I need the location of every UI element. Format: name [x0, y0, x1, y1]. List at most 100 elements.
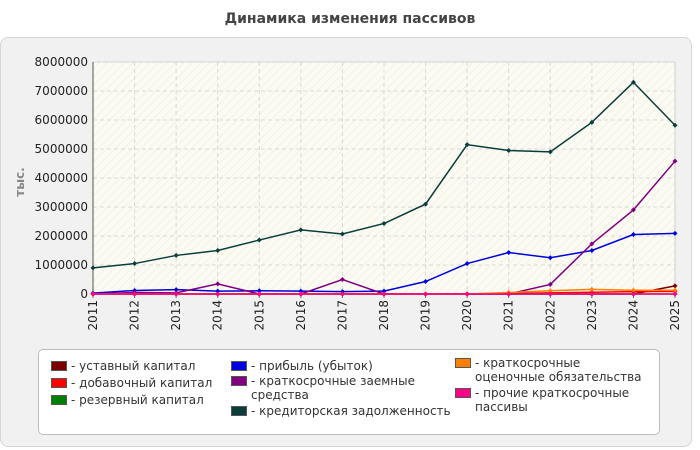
data-point	[630, 291, 636, 297]
legend-swatch	[231, 376, 247, 386]
legend-label: - уставный капитал	[71, 359, 196, 373]
x-tick-label: 2018	[377, 300, 391, 331]
data-point	[589, 291, 595, 297]
data-point	[339, 291, 345, 297]
data-point	[381, 221, 387, 227]
data-point	[173, 291, 179, 297]
y-tick-label: 3000000	[35, 200, 88, 214]
data-point	[173, 252, 179, 258]
data-point	[256, 291, 262, 297]
data-point	[589, 119, 595, 125]
y-tick-label: 6000000	[35, 113, 88, 127]
x-tick-label: 2014	[211, 300, 225, 331]
legend-swatch	[455, 388, 471, 398]
data-point	[90, 265, 96, 271]
y-tick-label: 5000000	[35, 142, 88, 156]
x-tick-label: 2024	[626, 300, 640, 331]
x-tick-label: 2021	[502, 300, 516, 331]
data-point	[506, 250, 512, 256]
legend-label: - кредиторская задолженность	[251, 404, 451, 418]
legend-label: - прочие краткосрочные пассивы	[475, 386, 630, 414]
data-point	[464, 291, 470, 297]
legend-label: - краткосрочные заемные средства	[251, 374, 415, 402]
data-point	[423, 291, 429, 297]
data-point	[215, 291, 221, 297]
data-point	[672, 283, 678, 289]
data-point	[630, 232, 636, 238]
data-point	[215, 248, 221, 253]
data-point	[547, 291, 553, 297]
data-point	[672, 122, 678, 128]
data-point	[298, 227, 304, 233]
data-point	[215, 281, 221, 287]
legend-swatch	[231, 406, 247, 416]
series-5	[90, 79, 678, 271]
series-layer	[90, 79, 678, 297]
x-tick-label: 2022	[543, 300, 557, 331]
legend-label: - краткосрочные оценочные обязательства	[475, 356, 642, 384]
data-point	[423, 279, 429, 285]
data-point	[547, 288, 553, 294]
data-point	[589, 286, 595, 292]
data-point	[90, 291, 96, 297]
legend: - уставный капитал - добавочный капитал …	[38, 349, 660, 435]
data-point	[298, 288, 304, 294]
legend-label: - прибыль (убыток)	[251, 359, 373, 373]
data-point	[381, 288, 387, 294]
data-point	[672, 158, 678, 164]
x-tick-label: 2019	[419, 300, 433, 331]
data-point	[298, 291, 304, 297]
y-tick-label: 0	[80, 287, 88, 301]
grid-lines	[93, 61, 675, 294]
data-point	[464, 142, 470, 148]
y-tick-label: 8000000	[35, 55, 88, 69]
data-point	[256, 237, 262, 243]
x-tick-label: 2011	[86, 300, 100, 331]
x-tick-label: 2013	[169, 300, 183, 331]
data-point	[423, 201, 429, 207]
legend-label: - добавочный капитал	[71, 376, 213, 390]
y-tick-label: 7000000	[35, 84, 88, 98]
data-point	[630, 207, 636, 213]
y-axis-label: тыс.	[13, 167, 27, 196]
x-tick-label: 2015	[252, 300, 266, 331]
data-point	[381, 291, 387, 297]
x-tick-label: 2023	[585, 300, 599, 331]
legend-swatch	[231, 361, 247, 371]
x-tick-label: 2020	[460, 300, 474, 331]
data-point	[506, 291, 512, 297]
data-point	[547, 255, 553, 261]
data-point	[215, 288, 221, 294]
data-point	[630, 79, 636, 85]
y-tick-label: 4000000	[35, 171, 88, 185]
chart-title: Динамика изменения пассивов	[224, 11, 476, 27]
series-7	[90, 291, 678, 297]
axes: 0 1000000 2000000 3000000 4000000 5000000 6000…	[35, 55, 682, 331]
legend-swatch	[455, 358, 471, 368]
data-point	[630, 287, 636, 293]
data-point	[506, 147, 512, 153]
x-tick-label: 2012	[128, 300, 142, 331]
x-tick-label: 2025	[668, 300, 682, 331]
data-point	[547, 281, 553, 287]
data-point	[547, 149, 553, 155]
data-point	[339, 277, 345, 282]
data-point	[256, 288, 262, 294]
data-point	[672, 287, 678, 293]
data-point	[672, 291, 678, 297]
data-point	[672, 230, 678, 236]
legend-label: - резервный капитал	[71, 393, 204, 407]
data-point	[589, 241, 595, 247]
x-tick-label: 2017	[335, 300, 349, 331]
legend-swatch	[51, 378, 67, 388]
legend-swatch	[51, 361, 67, 371]
line-chart: 0 1000000 2000000 3000000 4000000 5000000 6000…	[13, 55, 682, 331]
data-point	[339, 231, 345, 237]
data-point	[132, 291, 138, 297]
x-tick-label: 2016	[294, 300, 308, 331]
data-point	[173, 287, 179, 293]
y-tick-label: 1000000	[35, 258, 88, 272]
data-point	[589, 248, 595, 253]
legend-swatch	[51, 395, 67, 405]
y-tick-label: 2000000	[35, 229, 88, 243]
